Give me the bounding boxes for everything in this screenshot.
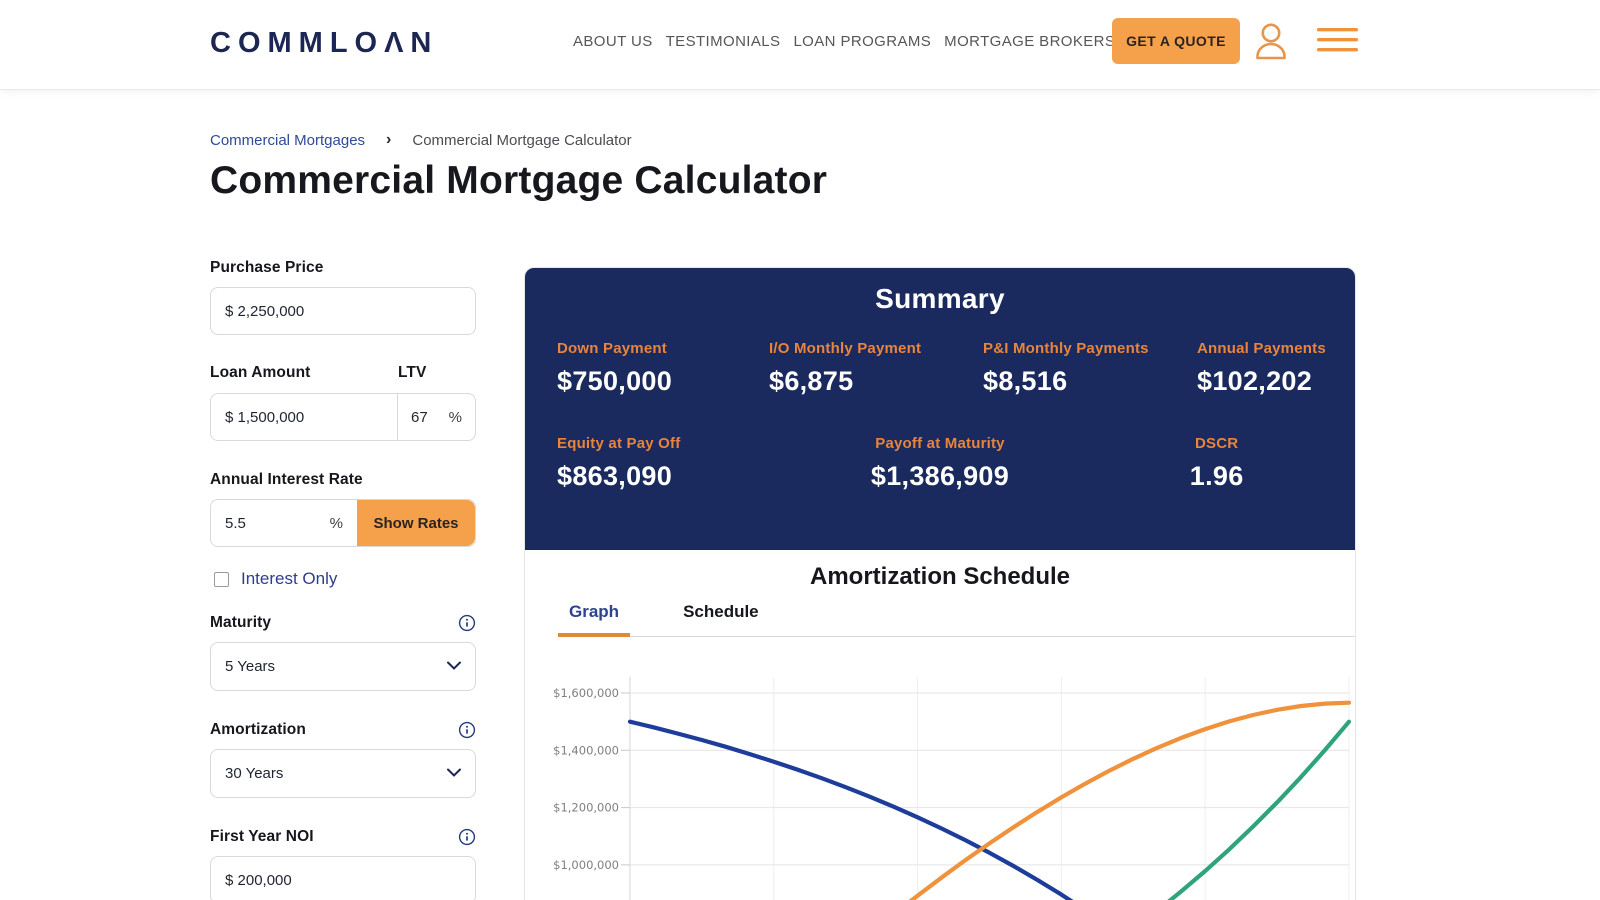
amortization-select[interactable]: 30 Years (210, 749, 476, 798)
summary-payoff-at-maturity: Payoff at Maturity $1,386,909 (870, 435, 1010, 491)
amortization-selected-value: 30 Years (225, 765, 284, 782)
interest-only-checkbox[interactable] (214, 571, 229, 587)
loan-input-form: Purchase Price Loan Amount LTV % Annual … (210, 258, 476, 900)
series-cumulative-principal-paid (1167, 719, 1352, 900)
results-card: Summary Down Payment $750,000 I/O Monthl… (524, 267, 1356, 900)
nav-about-us[interactable]: ABOUT US (573, 33, 653, 50)
show-rates-button[interactable]: Show Rates (357, 500, 475, 546)
summary-equity-at-pay-off: Equity at Pay Off $863,090 (557, 435, 681, 491)
interest-rate-input[interactable] (225, 500, 305, 546)
svg-text:$1,400,000: $1,400,000 (553, 743, 619, 757)
breadcrumb-link-commercial-mortgages[interactable]: Commercial Mortgages (210, 131, 366, 149)
amortization-chart-area: $1,600,000 $1,400,000 $1,200,000 $1,000,000… (525, 637, 1355, 900)
interest-only-label[interactable]: Interest Only (241, 569, 338, 588)
user-account-icon[interactable] (1253, 21, 1289, 66)
interest-rate-percent-unit: % (329, 514, 343, 532)
hamburger-menu-icon[interactable] (1317, 27, 1359, 60)
maturity-selected-value: 5 Years (225, 658, 276, 675)
summary-title: Summary (875, 283, 1005, 314)
amortization-label: Amortization (210, 721, 306, 738)
interest-rate-group: % Show Rates (210, 499, 476, 547)
summary-row-1: Down Payment $750,000 I/O Monthly Paymen… (525, 315, 1355, 397)
amortization-info-icon[interactable] (458, 721, 476, 739)
main-nav: ABOUT US TESTIMONIALS LOAN PROGRAMS MORT… (573, 33, 1115, 50)
nav-testimonials[interactable]: TESTIMONIALS (665, 33, 781, 50)
ltv-input[interactable] (411, 394, 445, 440)
summary-row-2: Equity at Pay Off $863,090 Payoff at Mat… (525, 397, 1355, 492)
summary-pi-monthly-payments: P&I Monthly Payments $8,516 (983, 340, 1149, 396)
chevron-down-icon (447, 661, 461, 670)
page-title: Commercial Mortgage Calculator (210, 159, 828, 202)
svg-text:$1,000,000: $1,000,000 (553, 858, 619, 872)
loan-amount-ltv-group: % (210, 393, 476, 441)
svg-text:$1,600,000: $1,600,000 (553, 686, 619, 700)
tab-graph[interactable]: Graph (558, 602, 631, 637)
first-year-noi-input[interactable] (210, 856, 476, 900)
first-year-noi-label: First Year NOI (210, 828, 314, 845)
ltv-percent-unit: % (448, 408, 462, 426)
amortization-schedule-title: Amortization Schedule (809, 563, 1071, 590)
nav-loan-programs[interactable]: LOAN PROGRAMS (793, 33, 932, 50)
interest-rate-label: Annual Interest Rate (210, 471, 363, 488)
summary-annual-payments: Annual Payments $102,202 (1197, 340, 1326, 396)
ltv-label: LTV (398, 364, 427, 381)
svg-text:$1,200,000: $1,200,000 (553, 801, 619, 815)
summary-dscr: DSCR 1.96 (1189, 435, 1244, 491)
series-remaining-loan-balance (627, 719, 1074, 900)
loan-amount-label: Loan Amount (210, 364, 311, 381)
purchase-price-input[interactable] (210, 287, 476, 335)
loan-amount-input[interactable] (211, 394, 397, 440)
amortization-tabs: Graph Schedule (558, 602, 1355, 637)
maturity-select[interactable]: 5 Years (210, 642, 476, 691)
chevron-down-icon (447, 768, 461, 777)
breadcrumb: Commercial Mortgages › Commercial Mortga… (210, 131, 632, 149)
maturity-label: Maturity (210, 614, 272, 631)
maturity-info-icon[interactable] (458, 614, 476, 632)
summary-panel: Summary Down Payment $750,000 I/O Monthl… (525, 268, 1355, 550)
summary-down-payment: Down Payment $750,000 (557, 340, 673, 396)
first-year-noi-info-icon[interactable] (458, 828, 476, 846)
breadcrumb-current: Commercial Mortgage Calculator (412, 131, 632, 149)
purchase-price-label: Purchase Price (210, 259, 324, 276)
summary-io-monthly-payment: I/O Monthly Payment $6,875 (769, 340, 922, 396)
breadcrumb-chevron-icon: › (386, 131, 392, 148)
amortization-chart: $1,600,000 $1,400,000 $1,200,000 $1,000,000… (553, 677, 1352, 900)
get-a-quote-button[interactable]: GET A QUOTE (1112, 18, 1240, 64)
series-cumulative-interest-paid (908, 700, 1352, 900)
tab-schedule[interactable]: Schedule (683, 602, 759, 621)
site-header: COMMLOΛN ABOUT US TESTIMONIALS LOAN PROG… (0, 0, 1600, 89)
nav-mortgage-brokers[interactable]: MORTGAGE BROKERS (944, 33, 1116, 50)
commloan-logo[interactable]: COMMLOΛN (210, 27, 439, 59)
